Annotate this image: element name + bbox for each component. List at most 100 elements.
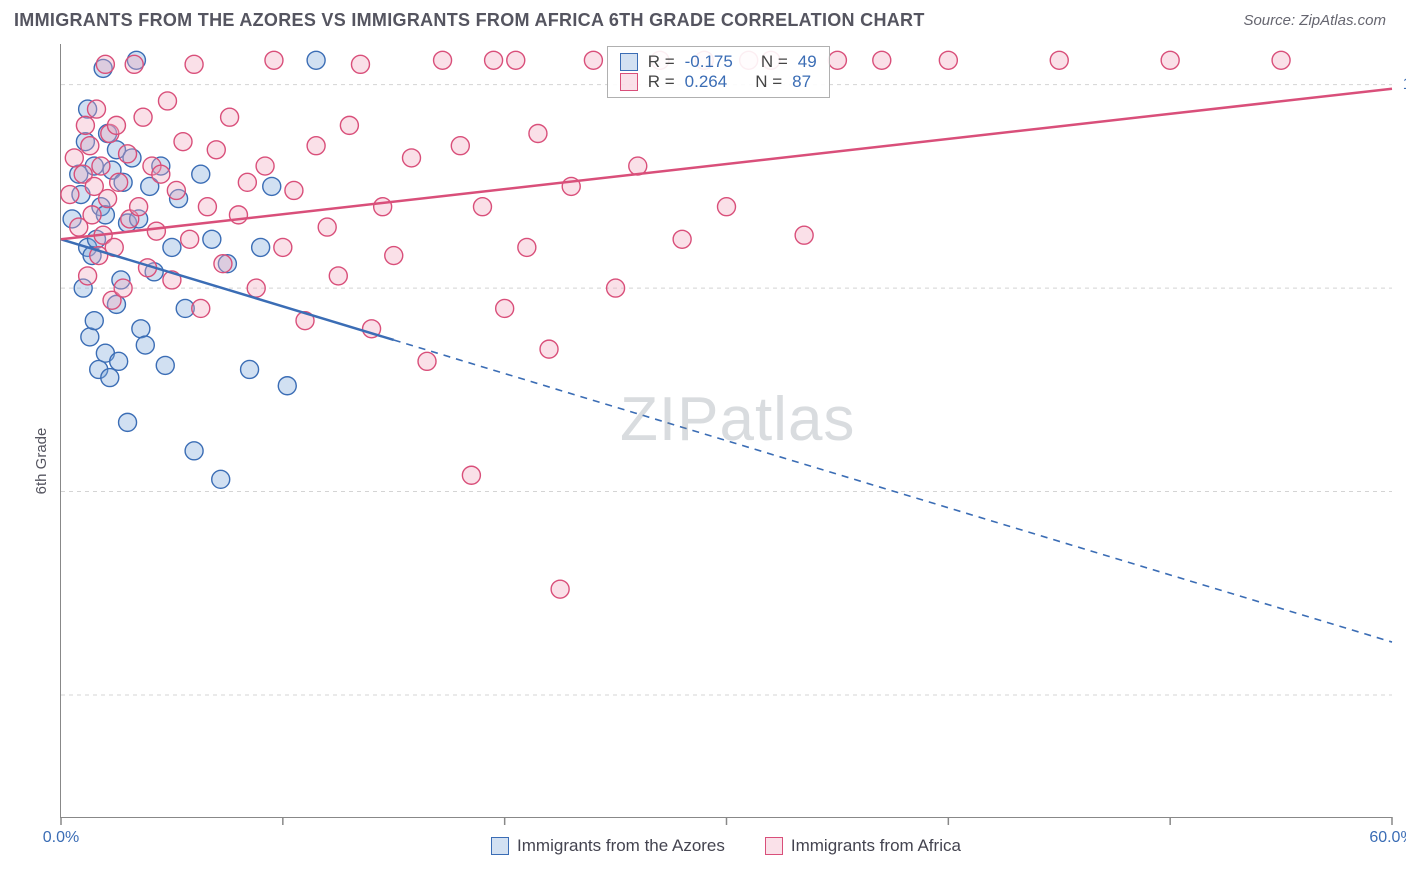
azores-point: [241, 360, 259, 378]
africa-point: [473, 198, 491, 216]
africa-point: [795, 226, 813, 244]
azores-point: [263, 177, 281, 195]
africa-point: [402, 149, 420, 167]
africa-point: [1272, 51, 1290, 69]
africa-point: [158, 92, 176, 110]
chart-svg: [61, 44, 1392, 817]
africa-point: [114, 279, 132, 297]
africa-point: [110, 173, 128, 191]
africa-swatch-icon: [620, 73, 638, 91]
stat-n-label: N =: [755, 72, 782, 92]
stat-r-label: R =: [648, 52, 675, 72]
africa-point: [1161, 51, 1179, 69]
africa-point: [374, 198, 392, 216]
africa-point: [79, 267, 97, 285]
africa-point: [1050, 51, 1068, 69]
chart-container: 6th Grade ZIPatlas R = -0.175N = 49R = 0…: [14, 44, 1392, 878]
azores-swatch-icon: [620, 53, 638, 71]
africa-point: [192, 299, 210, 317]
legend: Immigrants from the Azores Immigrants fro…: [60, 836, 1392, 856]
africa-point: [198, 198, 216, 216]
azores-point: [203, 230, 221, 248]
legend-item-azores: Immigrants from the Azores: [491, 836, 725, 856]
africa-point: [307, 137, 325, 155]
africa-point: [152, 165, 170, 183]
africa-point: [167, 181, 185, 199]
africa-point: [83, 206, 101, 224]
stat-r-value: -0.175: [685, 52, 733, 72]
africa-point: [76, 116, 94, 134]
africa-point: [247, 279, 265, 297]
stat-n-value: 49: [798, 52, 817, 72]
stat-r-value: 0.264: [685, 72, 728, 92]
africa-point: [285, 181, 303, 199]
africa-point: [265, 51, 283, 69]
africa-point: [96, 55, 114, 73]
azores-point: [110, 352, 128, 370]
stats-row-azores: R = -0.175 N = 49: [620, 52, 817, 72]
stat-n-label: N =: [761, 52, 788, 72]
azores-point: [101, 369, 119, 387]
azores-point: [185, 442, 203, 460]
africa-point: [340, 116, 358, 134]
azores-point: [163, 238, 181, 256]
africa-point: [828, 51, 846, 69]
africa-point: [61, 186, 79, 204]
africa-legend-swatch-icon: [765, 837, 783, 855]
azores-point: [278, 377, 296, 395]
stats-row-africa: R = 0.264N = 87: [620, 72, 817, 92]
africa-point: [607, 279, 625, 297]
africa-point: [207, 141, 225, 159]
africa-point: [119, 145, 137, 163]
africa-point: [185, 55, 203, 73]
azores-point: [212, 470, 230, 488]
africa-point: [496, 299, 514, 317]
africa-point: [92, 157, 110, 175]
africa-point: [181, 230, 199, 248]
correlation-stats-box: R = -0.175N = 49R = 0.264N = 87: [607, 46, 830, 98]
africa-point: [939, 51, 957, 69]
africa-point: [221, 108, 239, 126]
chart-header: IMMIGRANTS FROM THE AZORES VS IMMIGRANTS…: [0, 0, 1406, 37]
azores-point: [85, 312, 103, 330]
africa-point: [147, 222, 165, 240]
africa-point: [485, 51, 503, 69]
africa-point: [174, 133, 192, 151]
africa-point: [873, 51, 891, 69]
africa-point: [462, 466, 480, 484]
plot-area: ZIPatlas R = -0.175N = 49R = 0.264N = 87…: [60, 44, 1392, 818]
africa-point: [238, 173, 256, 191]
azores-point: [307, 51, 325, 69]
africa-point: [673, 230, 691, 248]
azores-point: [192, 165, 210, 183]
africa-point: [584, 51, 602, 69]
azores-point: [81, 328, 99, 346]
africa-point: [551, 580, 569, 598]
africa-point: [256, 157, 274, 175]
africa-point: [81, 137, 99, 155]
azores-point: [119, 413, 137, 431]
chart-title: IMMIGRANTS FROM THE AZORES VS IMMIGRANTS…: [14, 10, 925, 31]
y-axis-label: 6th Grade: [33, 428, 50, 495]
azores-trendline-extrapolated: [394, 340, 1392, 642]
africa-point: [107, 116, 125, 134]
africa-point: [65, 149, 83, 167]
legend-item-africa: Immigrants from Africa: [765, 836, 961, 856]
africa-point: [214, 255, 232, 273]
azores-point: [252, 238, 270, 256]
africa-point: [507, 51, 525, 69]
africa-point: [130, 198, 148, 216]
azores-point: [136, 336, 154, 354]
africa-point: [274, 238, 292, 256]
africa-point: [529, 125, 547, 143]
africa-point: [434, 51, 452, 69]
azores-point: [156, 356, 174, 374]
africa-point: [451, 137, 469, 155]
legend-label: Immigrants from the Azores: [517, 836, 725, 856]
africa-point: [540, 340, 558, 358]
africa-point: [418, 352, 436, 370]
africa-point: [318, 218, 336, 236]
africa-point: [125, 55, 143, 73]
africa-point: [351, 55, 369, 73]
africa-point: [718, 198, 736, 216]
